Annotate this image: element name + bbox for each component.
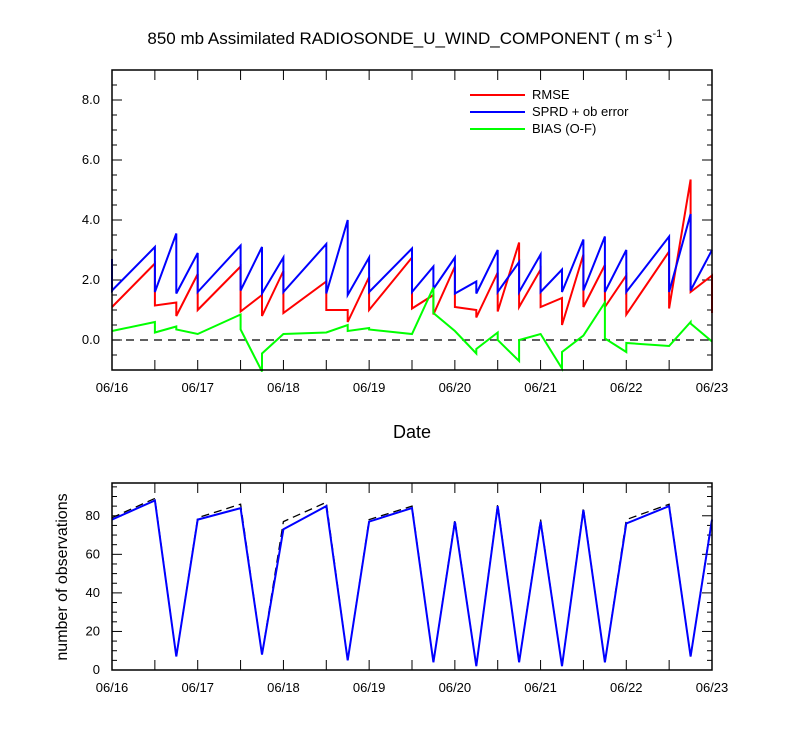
series-line-possible-observations bbox=[111, 497, 713, 667]
legend-label-sprd: SPRD + ob error bbox=[532, 104, 629, 119]
y-tick-label: 6.0 bbox=[82, 152, 100, 167]
top-plot-panel: 0.0 2.0 4.0 6.0 8.0 06/16 06/17 06/18 06/19 06/20… bbox=[82, 69, 729, 395]
x-tick-label: 06/23 bbox=[696, 680, 729, 695]
legend-label-bias: BIAS (O-F) bbox=[532, 121, 596, 136]
x-tick-label: 06/21 bbox=[524, 380, 557, 395]
y-tick-label: 0.0 bbox=[82, 332, 100, 347]
bottom-plot-frame bbox=[111, 482, 713, 671]
x-tick-label: 06/17 bbox=[181, 380, 214, 395]
x-tick-label: 06/23 bbox=[696, 380, 729, 395]
x-tick-label: 06/17 bbox=[181, 680, 214, 695]
x-tick-label: 06/19 bbox=[353, 680, 386, 695]
y-tick-label: 4.0 bbox=[82, 212, 100, 227]
legend-label-rmse: RMSE bbox=[532, 87, 570, 102]
y-tick-label: 60 bbox=[86, 546, 100, 561]
bottom-y-axis-label: number of observations bbox=[54, 493, 71, 660]
y-tick-label: 40 bbox=[86, 585, 100, 600]
series-line-sprd-ob-error bbox=[111, 213, 713, 299]
top-legend: RMSE SPRD + ob error BIAS (O-F) bbox=[470, 87, 629, 136]
y-tick-label: 2.0 bbox=[82, 272, 100, 287]
series-line-bias-o-f bbox=[111, 287, 713, 373]
x-tick-label: 06/18 bbox=[267, 680, 300, 695]
y-tick-label: 8.0 bbox=[82, 92, 100, 107]
top-plot-frame bbox=[111, 69, 713, 371]
y-tick-label: 0 bbox=[93, 662, 100, 677]
x-tick-label: 06/22 bbox=[610, 380, 643, 395]
top-x-axis-label: Date bbox=[393, 422, 431, 442]
x-tick-label: 06/19 bbox=[353, 380, 386, 395]
x-tick-label: 06/21 bbox=[524, 680, 557, 695]
top-chart-title: 850 mb Assimilated RADIOSONDE_U_WIND_COM… bbox=[147, 28, 672, 48]
x-tick-label: 06/16 bbox=[96, 680, 129, 695]
bottom-plot-panel: 0 20 40 60 80 06/16 06/17 06/18 06/19 06/20 06/21 0… bbox=[86, 482, 729, 695]
y-tick-label: 80 bbox=[86, 508, 100, 523]
x-tick-label: 06/20 bbox=[439, 380, 472, 395]
y-tick-label: 20 bbox=[86, 623, 100, 638]
x-tick-label: 06/20 bbox=[439, 680, 472, 695]
x-tick-label: 06/18 bbox=[267, 380, 300, 395]
series-line-assimilated-observations bbox=[111, 498, 713, 667]
x-tick-label: 06/16 bbox=[96, 380, 129, 395]
x-tick-label: 06/22 bbox=[610, 680, 643, 695]
